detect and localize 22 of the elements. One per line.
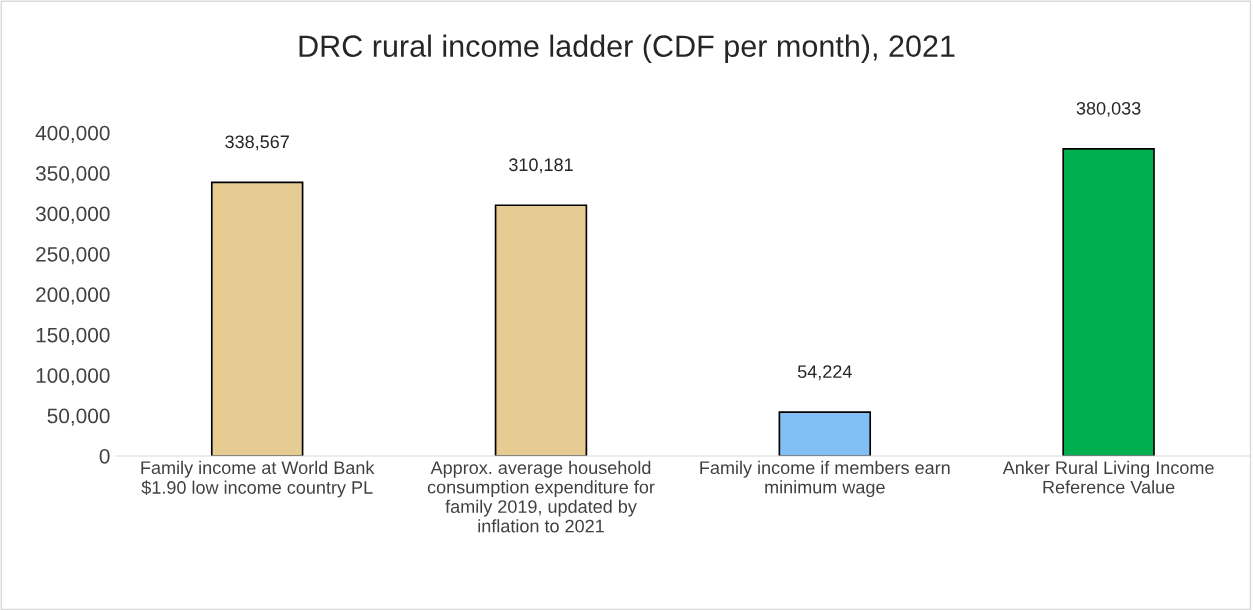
y-tick-label: 250,000 [36,246,110,265]
bar [1062,147,1155,456]
x-tick-label: Family income at World Bank $1.90 low income country PL [141,460,375,498]
bar [494,204,588,456]
chart-title: DRC rural income ladder (CDF per month), 2021 [299,34,955,64]
y-tick-label: 50,000 [47,408,110,426]
data-label: 54,224 [797,365,852,381]
x-tick-label: Anker Rural Living Income Reference Value [1002,460,1214,494]
y-tick-label: 300,000 [35,206,110,224]
y-tick-label: 0 [99,448,110,464]
y-tick-label: 200,000 [36,287,110,305]
x-tick-label: Approx. average household consumption expenditure for family 2019, updated by inflation to 2021 [427,460,655,533]
y-tick-label: 150,000 [36,327,110,345]
data-label: 310,181 [509,158,573,174]
y-tick-label: 100,000 [36,368,110,386]
y-tick-label: 350,000 [35,166,110,184]
bar [210,181,304,456]
y-tick-label: 400,000 [35,125,110,143]
x-tick-label: Family income if members earn minimum wage [700,460,950,498]
data-label: 380,033 [1076,101,1141,117]
bar [778,411,872,456]
data-label: 338,567 [225,135,289,151]
